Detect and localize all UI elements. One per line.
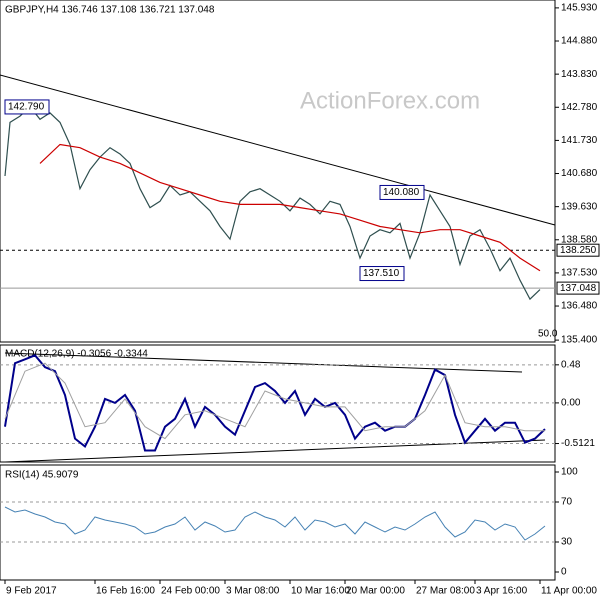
panel-title: RSI(14) 45.9079: [5, 470, 79, 481]
x-tick-label: 20 Mar 00:00: [346, 586, 405, 597]
annotation-label: 137.510: [363, 268, 400, 279]
y-tick-label: 145.930: [561, 3, 598, 14]
y-tick-label: 139.630: [561, 201, 598, 212]
y-tick-label: 0: [561, 567, 567, 578]
x-tick-label: 11 Apr 00:00: [541, 586, 597, 597]
price-panel: [0, 0, 556, 343]
y-tick-label: 30: [561, 537, 573, 548]
watermark: ActionForex.com: [300, 87, 480, 114]
level-tag: [556, 243, 600, 257]
y-tick-label: 141.730: [561, 135, 598, 146]
y-tick-label: 100: [561, 467, 578, 478]
x-tick-label: 3 Mar 08:00: [226, 586, 280, 597]
y-tick-label: 144.880: [561, 36, 598, 47]
rsi-panel: [0, 464, 556, 581]
series-line: [4, 105, 541, 301]
corner-label: 50.0: [538, 329, 558, 340]
x-tick-label: 24 Feb 00:00: [161, 586, 220, 597]
series-line: [4, 354, 546, 452]
x-tick-label: 3 Apr 16:00: [476, 586, 528, 597]
trend-line: [4, 439, 546, 463]
x-tick-label: 9 Feb 2017: [6, 586, 57, 597]
trend-line: [4, 352, 523, 373]
y-tick-label: 138.580: [561, 234, 598, 245]
level-tag: [556, 281, 600, 295]
series-line: [39, 143, 541, 272]
y-tick-label: -0.5121: [561, 438, 595, 449]
trend-line: [0, 74, 556, 226]
x-tick-label: 27 Mar 08:00: [416, 586, 475, 597]
chart-title: GBPJPY,H4 136.746 137.108 136.721 137.04…: [5, 5, 215, 16]
macd-panel: [0, 344, 556, 463]
level-label: 137.048: [560, 283, 597, 294]
series-line: [4, 362, 545, 440]
panel-title: MACD(12,26,9) -0.3056 -0.3344: [5, 349, 148, 360]
y-tick-label: 142.780: [561, 102, 598, 113]
y-tick-label: 143.830: [561, 69, 598, 80]
y-tick-label: 136.480: [561, 301, 598, 312]
annotation-box: [4, 99, 50, 115]
series-line: [4, 506, 546, 541]
y-tick-label: 135.400: [561, 335, 598, 346]
y-tick-label: 70: [561, 497, 573, 508]
annotation-box: [379, 184, 425, 200]
y-tick-label: 140.680: [561, 168, 598, 179]
y-tick-label: 0.48: [561, 359, 581, 370]
level-label: 138.250: [560, 245, 597, 256]
annotation-box: [359, 266, 405, 282]
annotation-label: 142.790: [8, 102, 45, 113]
annotation-label: 140.080: [383, 187, 420, 198]
y-tick-label: 137.530: [561, 268, 598, 279]
x-tick-label: 16 Feb 16:00: [96, 586, 155, 597]
y-tick-label: 0.00: [561, 398, 581, 409]
x-tick-label: 10 Mar 16:00: [291, 586, 350, 597]
